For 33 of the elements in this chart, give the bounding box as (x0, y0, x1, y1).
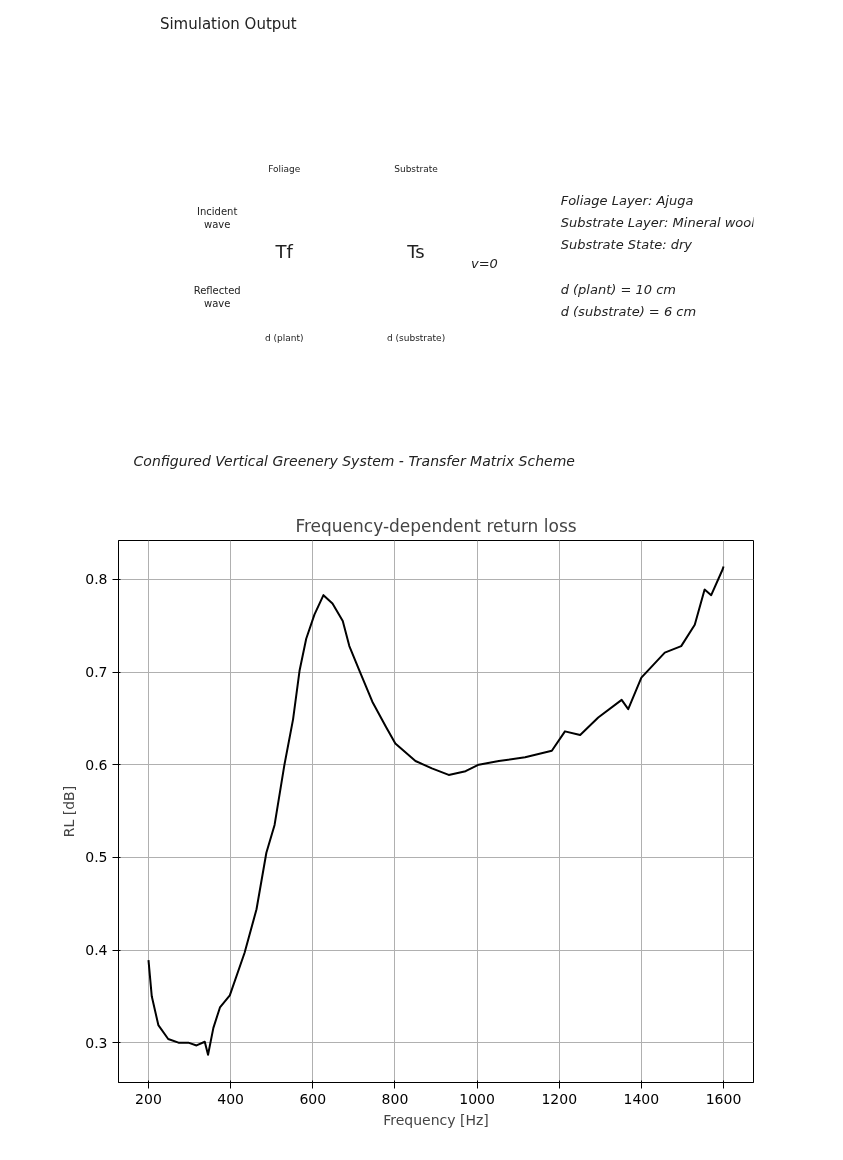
text: d (substrate) = 6 cm (560, 303, 697, 319)
line-series (147, 565, 725, 1056)
y-tick-label: 0.4 (85, 942, 108, 959)
y-axis-title: RL [dB] (61, 785, 78, 838)
chart-title: Frequency-dependent return loss (295, 515, 577, 536)
y-tick-label: 0.7 (85, 664, 108, 681)
text: Reflected wave (193, 284, 241, 309)
y-tick-label: 0.3 (85, 1034, 108, 1051)
text: Substrate (394, 163, 439, 174)
text: Foliage (268, 163, 301, 174)
y-tick-label: 0.6 (85, 756, 108, 773)
x-tick-label: 1600 (705, 1090, 742, 1107)
x-tick-label: 800 (381, 1090, 409, 1107)
x-tick-label: 1200 (541, 1090, 578, 1107)
y-tick-label: 0.8 (85, 571, 108, 588)
text: Incident wave (197, 205, 238, 230)
text: Foliage Layer: Ajuga (560, 192, 694, 208)
text: Substrate State: dry (560, 236, 693, 252)
x-tick-label: 1000 (459, 1090, 495, 1107)
x-tick-label: 400 (217, 1090, 244, 1107)
text: d (substrate) (386, 332, 446, 343)
text: v=0 (471, 255, 498, 271)
text: Tf (274, 240, 294, 262)
text: d (plant) = 10 cm (560, 281, 677, 297)
text: Ts (406, 240, 425, 262)
x-axis-title: Frequency [Hz] (383, 1111, 489, 1128)
x-tick-label: 1400 (623, 1090, 660, 1107)
x-tick-label: 200 (135, 1090, 162, 1107)
y-tick-label: 0.5 (85, 849, 108, 866)
text: Simulation Output (159, 14, 297, 33)
text: Configured Vertical Greenery System - Transfer Matrix Scheme (133, 452, 575, 469)
x-tick-label: 600 (299, 1090, 327, 1107)
text: d (plant) (264, 332, 304, 343)
